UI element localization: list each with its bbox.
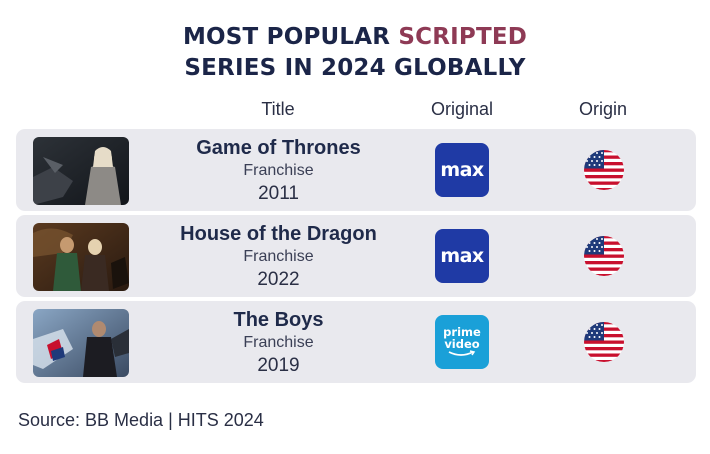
us-flag-icon (584, 150, 624, 190)
row-info: Game of Thrones Franchise 2011 (166, 135, 391, 207)
the-boys-thumbnail (33, 309, 129, 377)
max-logo-text: max (440, 245, 484, 267)
column-header-original: Original (430, 99, 494, 119)
title-line-1: MOST POPULAR SCRIPTED (0, 22, 710, 53)
title-prefix: MOST POPULAR (182, 24, 399, 50)
source-note: Source: BB Media | HITS 2024 (18, 410, 264, 430)
table-row: Game of Thrones Franchise 2011 max (16, 129, 696, 211)
show-year: 2011 (258, 183, 299, 204)
row-info: The Boys Franchise 2019 (166, 307, 391, 379)
max-logo-icon: max (435, 229, 489, 283)
table-row: House of the Dragon Franchise 2022 max (16, 215, 696, 297)
column-header-origin: Origin (578, 99, 627, 119)
show-type: Franchise (243, 334, 314, 351)
prime-logo-line-1: prime (443, 325, 481, 339)
show-title: House of the Dragon (180, 223, 377, 245)
game-of-thrones-thumbnail (33, 137, 129, 205)
show-type: Franchise (243, 162, 314, 179)
prime-video-logo-icon: prime video (435, 315, 489, 369)
us-flag-icon (584, 236, 624, 276)
show-year: 2022 (257, 269, 300, 290)
show-year: 2019 (257, 355, 300, 376)
column-header-title: Title (261, 99, 295, 119)
prime-logo-line-2: video (444, 337, 480, 351)
row-info: House of the Dragon Franchise 2022 (166, 221, 391, 293)
show-title: Game of Thrones (196, 137, 361, 159)
title-line-2: SERIES IN 2024 GLOBALLY (184, 55, 526, 81)
max-logo-icon: max (435, 143, 489, 197)
us-flag-icon (584, 322, 624, 362)
max-logo-text: max (440, 159, 484, 181)
chart-title: MOST POPULAR SCRIPTED SERIES IN 2024 GLO… (0, 22, 710, 84)
show-type: Franchise (243, 248, 314, 265)
prime-smile-icon (448, 350, 476, 356)
title-accent: SCRIPTED (398, 24, 528, 50)
house-of-the-dragon-thumbnail (33, 223, 129, 291)
table-row: The Boys Franchise 2019 prime video (16, 301, 696, 383)
show-title: The Boys (233, 309, 324, 331)
